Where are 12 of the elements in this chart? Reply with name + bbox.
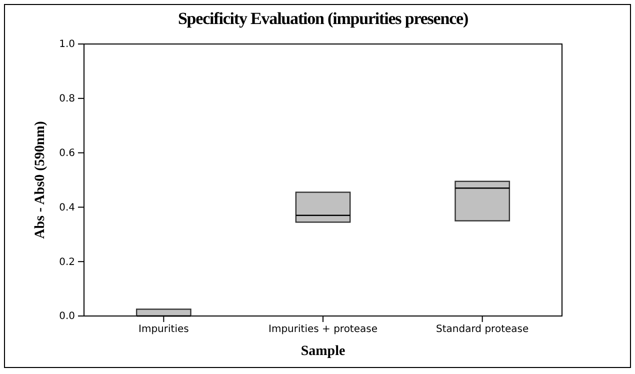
x-axis-title: Sample	[300, 344, 346, 359]
y-axis-title: Abs - Abs0 (590nm)	[33, 120, 48, 239]
y-tick-label: 0.0	[59, 311, 75, 322]
y-tick-label: 0.8	[59, 94, 75, 105]
chart-title: Specificity Evaluation (impurities presence)	[178, 9, 468, 28]
y-tick-label: 0.6	[59, 148, 75, 159]
y-tick-label: 1.0	[59, 39, 75, 50]
y-tick-label: 0.4	[59, 202, 75, 214]
y-tick-label: 0.2	[59, 256, 75, 268]
x-tick-label: Impurities	[138, 324, 189, 336]
x-tick-label: Standard protease	[436, 324, 529, 336]
x-tick-label: Impurities + protease	[268, 324, 378, 336]
